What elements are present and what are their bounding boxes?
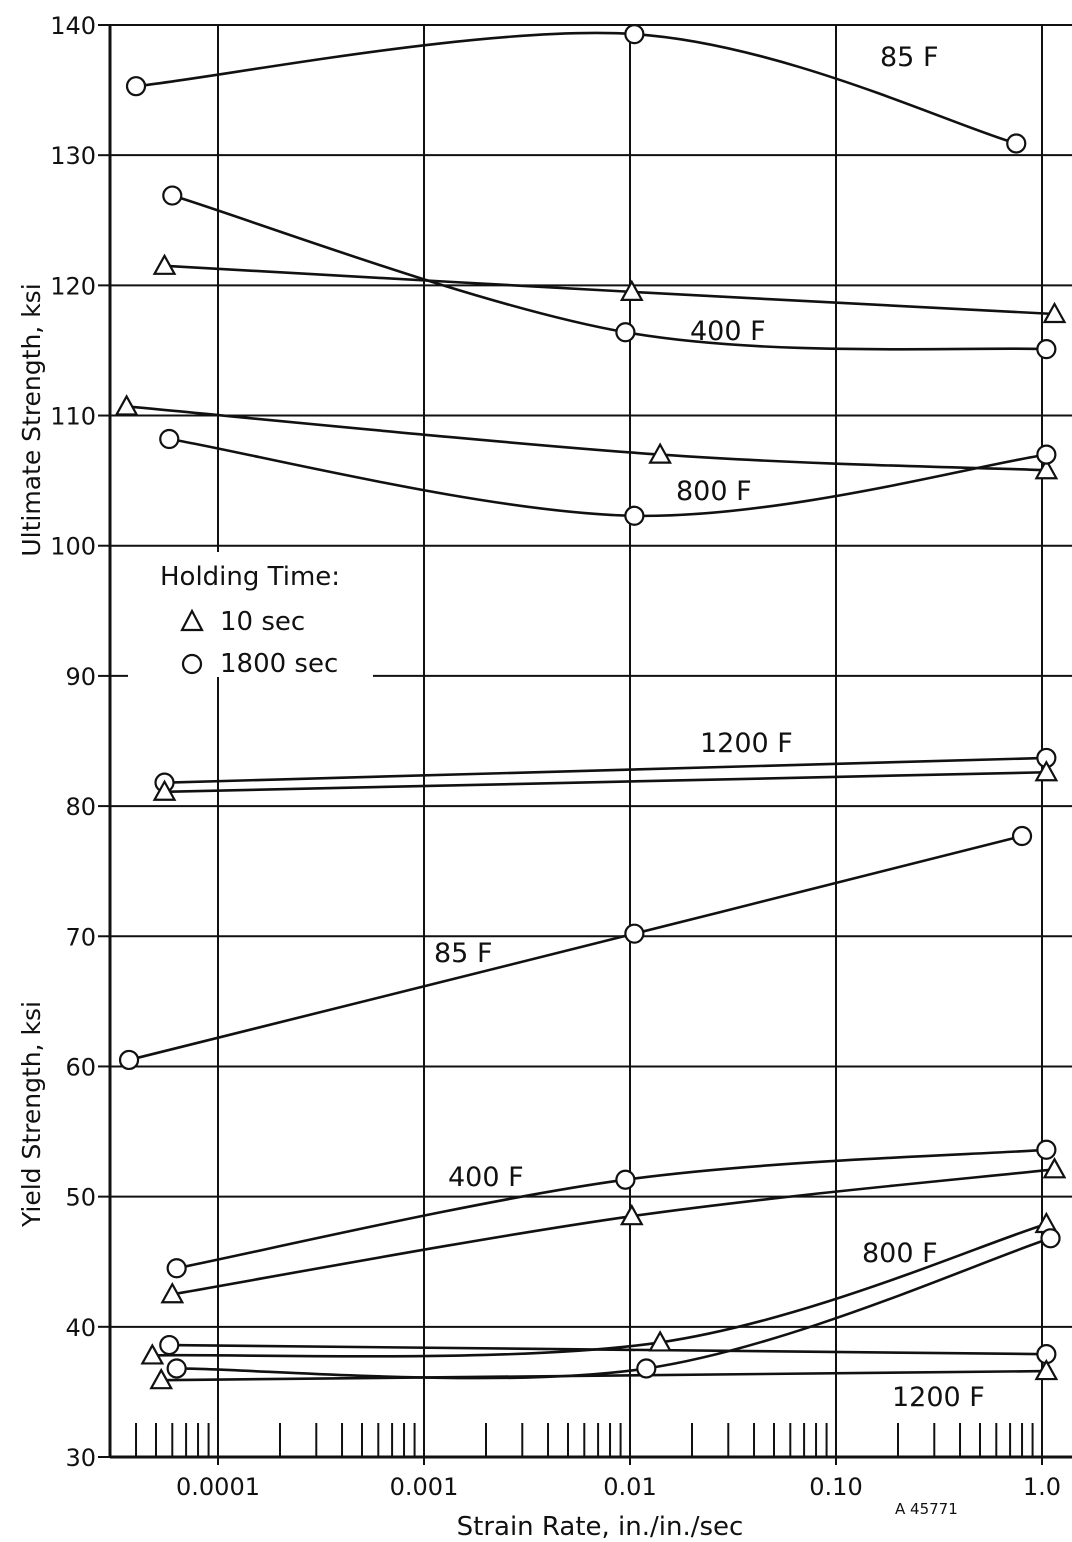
legend-label-10-sec: 10 sec — [220, 607, 305, 637]
x-tick-label: 0.001 — [390, 1473, 459, 1501]
x-tick-label: 0.10 — [809, 1473, 862, 1501]
label-yield-85f: 85 F — [434, 938, 492, 969]
curve-yield-85f-circle — [128, 834, 1023, 1062]
y-tick-label: 110 — [50, 403, 96, 431]
label-ultimate-1200f: 1200 F — [700, 728, 793, 759]
point-ultimate-85f-circle — [1006, 133, 1027, 154]
point-yield-85f-circle — [624, 923, 645, 944]
point-yield-400f-circle — [1036, 1139, 1057, 1160]
point-yield-400f-circle — [615, 1169, 636, 1190]
curve-ultimate-1200f-triangle — [164, 770, 1047, 794]
grid-layer — [98, 24, 1072, 1459]
curve-layer — [126, 31, 1055, 1382]
point-yield-800f-circle — [1040, 1228, 1061, 1249]
point-yield-400f-triangle — [619, 1203, 644, 1226]
label-ultimate-400f: 400 F — [690, 316, 766, 347]
y-tick-label: 50 — [65, 1184, 96, 1212]
point-ultimate-85f-circle — [624, 24, 645, 45]
point-yield-800f-triangle — [648, 1330, 672, 1352]
point-ultimate-85f-circle — [125, 76, 147, 97]
point-ultimate-400f-triangle — [1042, 301, 1067, 324]
point-ultimate-400f-triangle — [619, 279, 644, 301]
point-yield-1200f-triangle — [1034, 1358, 1059, 1381]
point-ultimate-400f-circle — [1036, 339, 1057, 360]
reference-code: A 45771 — [895, 1500, 958, 1518]
point-yield-1200f-triangle — [149, 1367, 174, 1390]
tick-label-layer: 30 40 50 60 70 80 90 100 110 120 130 140 0.0001 0.001… — [50, 12, 1061, 1501]
label-ultimate-800f: 800 F — [676, 476, 752, 507]
y-tick-label: 80 — [65, 793, 96, 821]
curve-ultimate-1200f-circle — [164, 756, 1047, 784]
curve-ultimate-800f-triangle — [126, 405, 1047, 472]
y-tick-label: 90 — [65, 663, 96, 691]
point-ultimate-800f-triangle — [1034, 457, 1059, 480]
x-tick-label: 1.0 — [1023, 1473, 1061, 1501]
y-tick-label: 30 — [65, 1444, 96, 1472]
legend-background — [128, 552, 373, 677]
legend-triangle-marker — [180, 608, 204, 632]
legend-circle-marker — [181, 653, 203, 675]
point-ultimate-400f-circle — [615, 322, 636, 343]
point-ultimate-1200f-triangle — [152, 779, 177, 801]
point-ultimate-800f-triangle — [648, 442, 672, 464]
point-ultimate-400f-triangle — [152, 253, 177, 275]
point-yield-400f-circle — [166, 1258, 187, 1279]
point-ultimate-800f-circle — [624, 505, 645, 526]
point-ultimate-400f-circle — [162, 185, 183, 206]
y-tick-label: 40 — [65, 1314, 96, 1342]
point-ultimate-1200f-triangle — [1034, 759, 1059, 782]
marker-layer — [114, 24, 1067, 1390]
point-yield-800f-triangle — [140, 1343, 165, 1365]
curve-ultimate-400f-triangle — [164, 264, 1055, 316]
point-ultimate-800f-circle — [1036, 444, 1057, 465]
y-tick-label: 70 — [65, 923, 96, 951]
label-yield-400f: 400 F — [448, 1162, 524, 1193]
x-axis-title: Strain Rate, in./in./sec — [457, 1512, 744, 1542]
y-tick-label: 140 — [50, 12, 96, 40]
x-tick-label: 0.0001 — [176, 1473, 260, 1501]
point-ultimate-800f-triangle — [114, 394, 139, 416]
y-axis-title-yield: Yield Strength, ksi — [17, 1001, 46, 1228]
point-yield-85f-circle — [1011, 825, 1033, 847]
point-yield-400f-triangle — [1042, 1157, 1067, 1179]
curve-yield-1200f-circle — [169, 1343, 1047, 1356]
x-tick-label: 0.01 — [603, 1473, 656, 1501]
label-yield-1200f: 1200 F — [892, 1382, 985, 1413]
y-tick-label: 100 — [50, 533, 96, 561]
legend: Holding Time: 10 sec 1800 sec — [128, 552, 373, 679]
y-axis-title-ultimate: Ultimate Strength, ksi — [17, 283, 46, 556]
y-tick-label: 60 — [65, 1053, 96, 1081]
point-ultimate-800f-circle — [159, 428, 180, 450]
point-yield-800f-circle — [166, 1358, 187, 1379]
curve-yield-400f-triangle — [172, 1168, 1055, 1296]
curve-yield-1200f-triangle — [161, 1369, 1047, 1382]
point-yield-85f-circle — [118, 1049, 140, 1071]
minor-tick-layer — [135, 1423, 1043, 1465]
label-ultimate-85f: 85 F — [880, 42, 938, 73]
y-tick-label: 130 — [50, 142, 96, 170]
point-yield-1200f-circle — [159, 1334, 180, 1356]
legend-label-1800-sec: 1800 sec — [220, 649, 338, 679]
legend-title: Holding Time: — [160, 562, 340, 592]
point-yield-800f-circle — [636, 1358, 657, 1379]
y-tick-label: 120 — [50, 272, 96, 300]
point-yield-400f-triangle — [160, 1282, 185, 1304]
label-yield-800f: 800 F — [862, 1238, 938, 1269]
